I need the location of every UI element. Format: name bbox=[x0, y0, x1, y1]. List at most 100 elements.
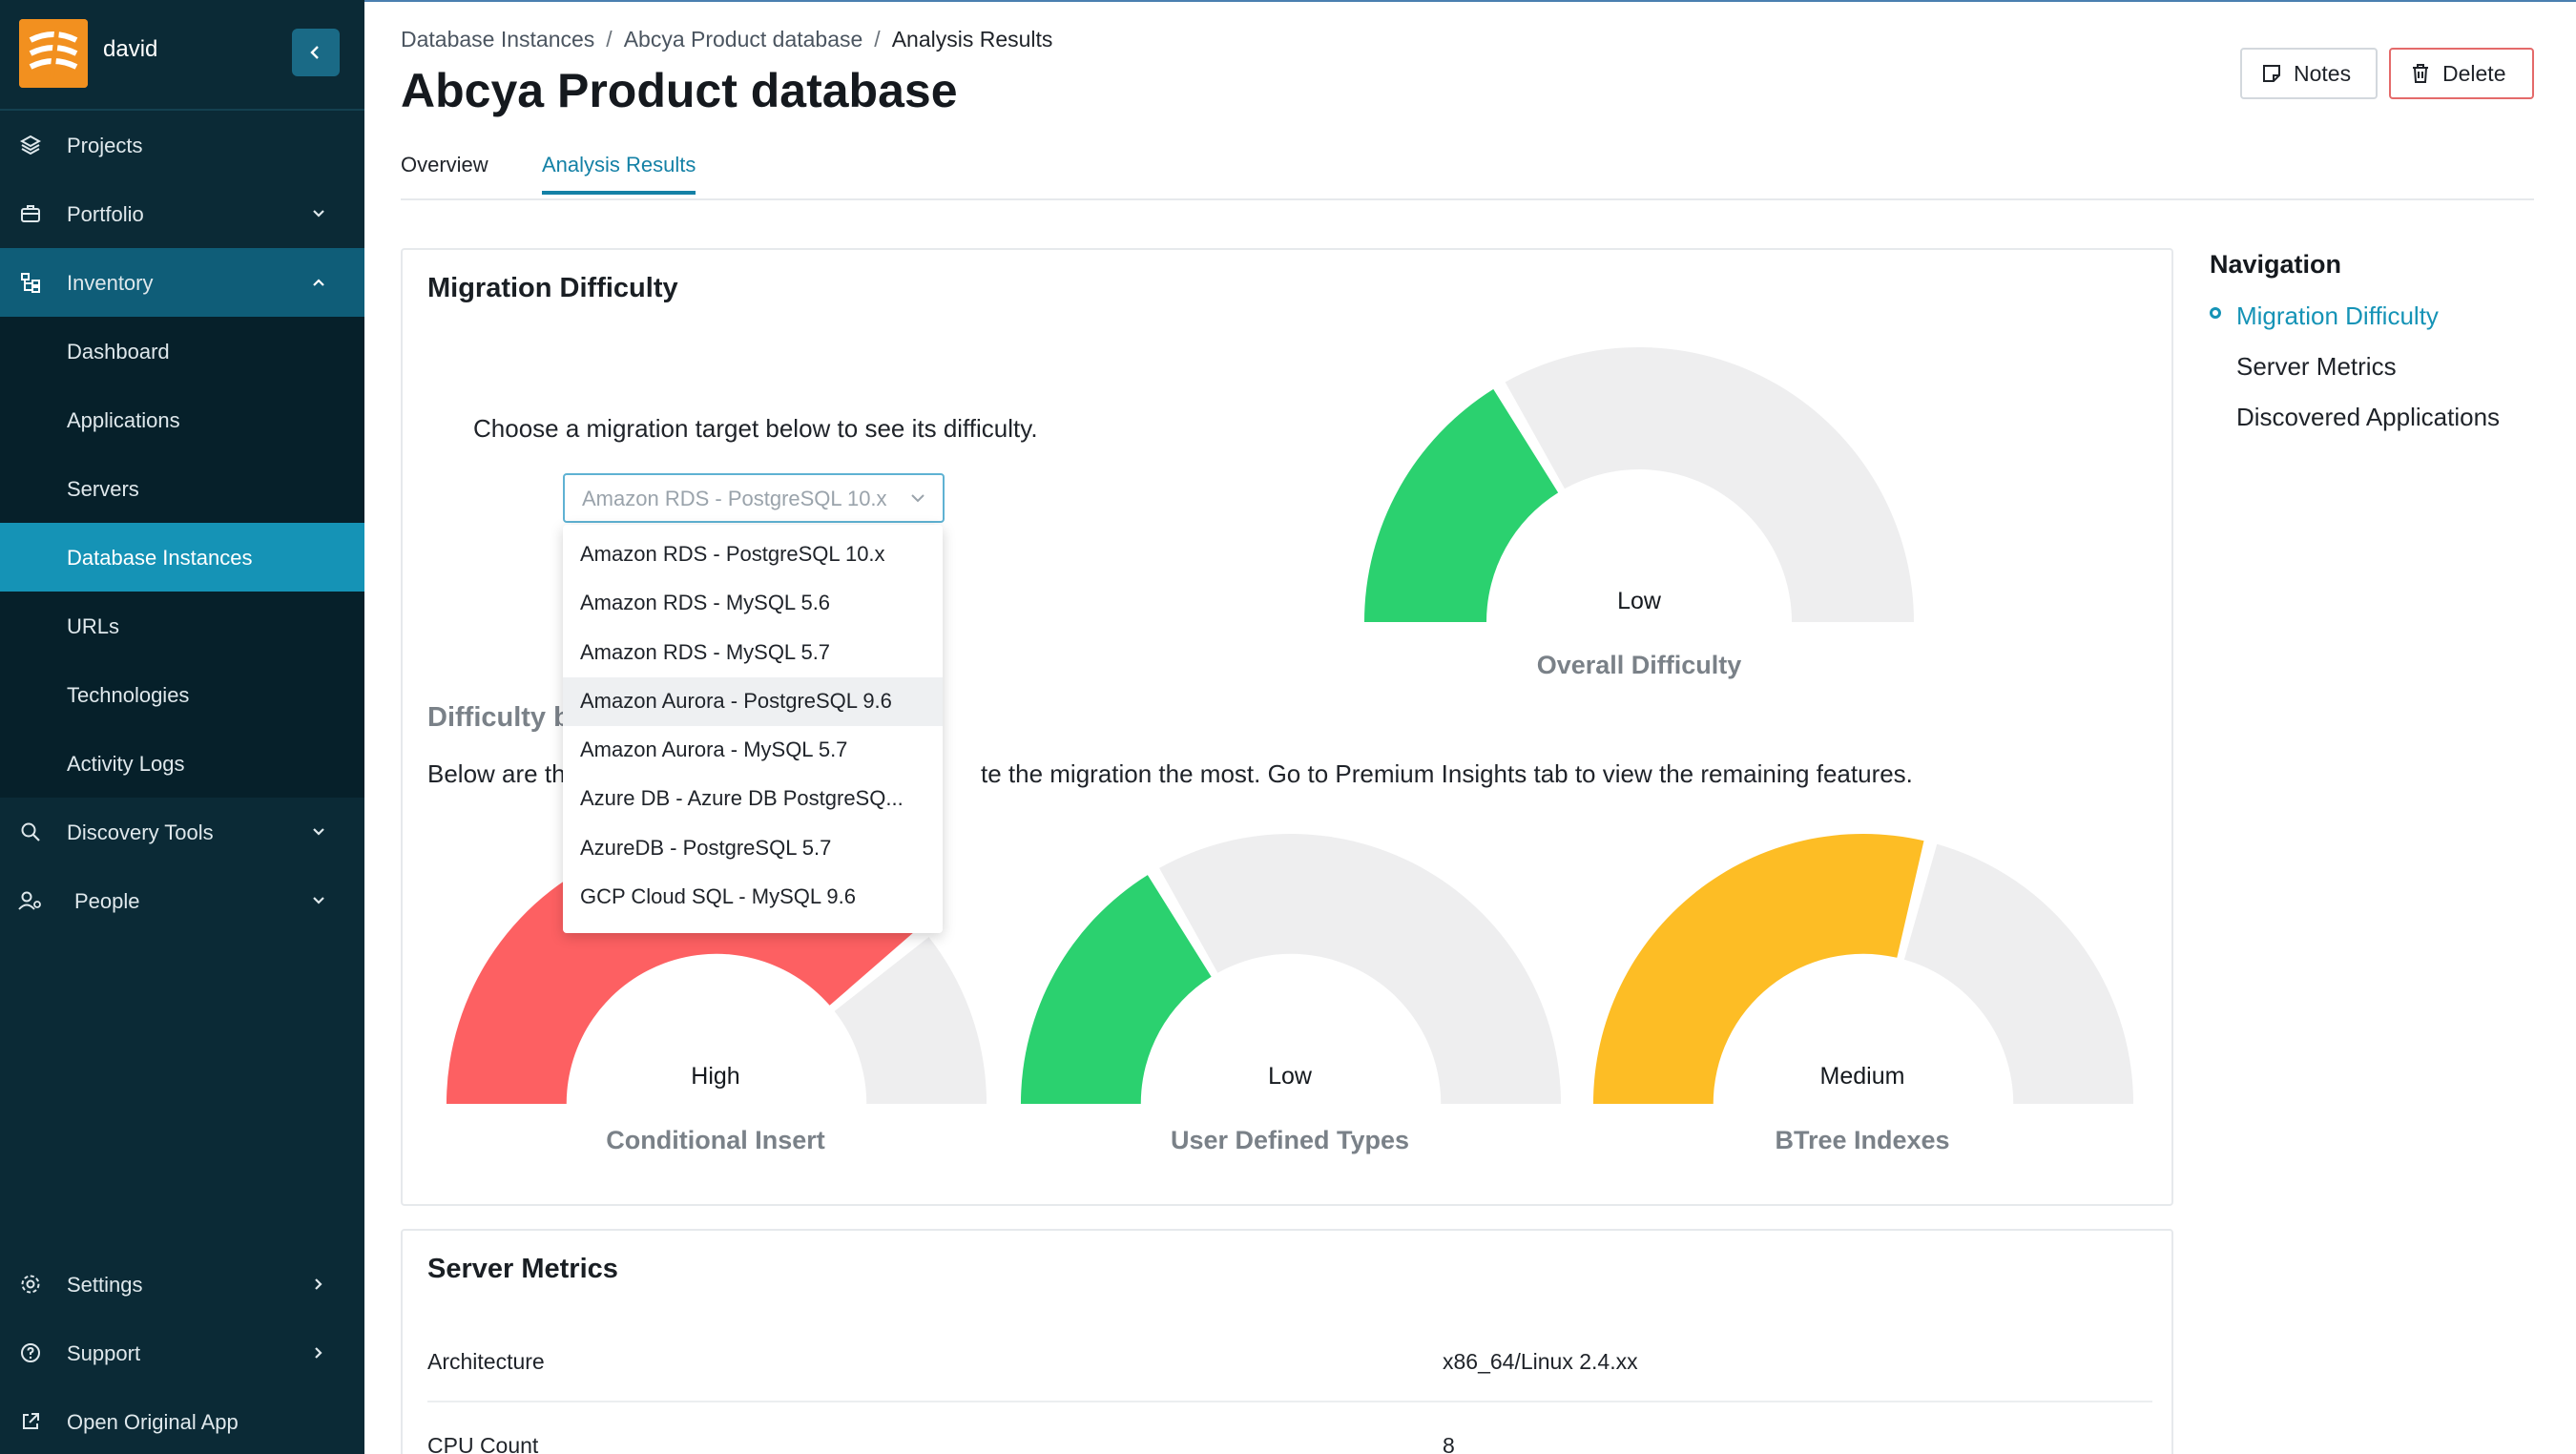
nav-link-discovered-applications[interactable]: Discovered Applications bbox=[2236, 403, 2501, 431]
active-marker-icon bbox=[2210, 307, 2221, 319]
gauge-track bbox=[1159, 834, 1562, 1105]
sidebar-item-servers[interactable]: Servers bbox=[0, 454, 364, 523]
dropdown-option[interactable]: Amazon RDS - MySQL 5.6 bbox=[580, 591, 831, 615]
btree-indexes-gauge bbox=[1591, 834, 2135, 1106]
sidebar-item-activity-logs[interactable]: Activity Logs bbox=[0, 729, 364, 798]
sidebar-item-label: Applications bbox=[67, 408, 180, 432]
gauge-track bbox=[1903, 843, 2134, 1105]
difficulty-by-feature-title: Difficulty by bbox=[427, 702, 586, 733]
sidebar-item-label: Projects bbox=[67, 134, 143, 157]
chevron-down-icon bbox=[305, 819, 332, 845]
gauge-svg bbox=[1364, 347, 1914, 622]
sidebar-item-label: Servers bbox=[67, 477, 139, 501]
sidebar-item-portfolio[interactable]: Portfolio bbox=[0, 179, 364, 248]
gauge-svg bbox=[1020, 834, 1562, 1105]
gauge-track bbox=[834, 937, 987, 1105]
page-navigation-title: Navigation bbox=[2210, 250, 2342, 279]
server-metrics-card: Server Metrics Architecture x86_64/Linux… bbox=[401, 1229, 2173, 1454]
breadcrumb: Database Instances / Abcya Product databas… bbox=[401, 27, 1052, 52]
dropdown-option[interactable]: Amazon RDS - PostgreSQL 10.x bbox=[580, 542, 885, 566]
sidebar-item-label: Open Original App bbox=[67, 1410, 239, 1434]
chevron-left-icon bbox=[310, 46, 319, 59]
nav-link-migration-difficulty[interactable]: Migration Difficulty bbox=[2236, 301, 2439, 330]
note-icon bbox=[2263, 65, 2280, 82]
dropdown-option[interactable]: Amazon Aurora - MySQL 5.7 bbox=[580, 737, 848, 762]
metric-key: CPU Count bbox=[427, 1433, 539, 1454]
sidebar-item-inventory[interactable]: Inventory bbox=[0, 248, 364, 317]
metric-row: Architecture x86_64/Linux 2.4.xx bbox=[427, 1319, 2152, 1402]
sidebar-item-dashboard[interactable]: Dashboard bbox=[0, 317, 364, 385]
select-value: Amazon RDS - PostgreSQL 10.x bbox=[582, 487, 887, 510]
sidebar-item-label: People bbox=[74, 889, 140, 913]
sidebar-item-discovery-tools[interactable]: Discovery Tools bbox=[0, 798, 364, 866]
chevron-down-icon bbox=[305, 200, 332, 227]
sidebar-header: david bbox=[0, 0, 364, 107]
dropdown-option[interactable]: Amazon RDS - MySQL 5.7 bbox=[580, 639, 831, 664]
page-title: Abcya Product database bbox=[401, 64, 958, 117]
gear-icon bbox=[17, 1271, 44, 1298]
sidebar-item-label: Inventory bbox=[67, 271, 154, 295]
gauge-track bbox=[1505, 347, 1914, 622]
delete-button[interactable]: Delete bbox=[2389, 48, 2534, 99]
gauge-fill bbox=[1592, 834, 1924, 1105]
dropdown-option[interactable]: Amazon Aurora - PostgreSQL 9.6 bbox=[563, 676, 943, 727]
gauge-fill bbox=[1020, 875, 1212, 1105]
sidebar-item-label: Support bbox=[67, 1341, 141, 1365]
sidebar-item-database-instances[interactable]: Database Instances bbox=[0, 523, 364, 592]
sidebar-item-people[interactable]: People bbox=[0, 866, 364, 935]
user-defined-types-gauge bbox=[1019, 834, 1563, 1106]
nav-link-server-metrics[interactable]: Server Metrics bbox=[2236, 352, 2397, 381]
metric-key: Architecture bbox=[427, 1349, 545, 1374]
tab-overview[interactable]: Overview bbox=[401, 153, 488, 177]
sidebar-item-label: Technologies bbox=[67, 683, 190, 707]
tab-bar: Overview Analysis Results bbox=[401, 143, 2534, 200]
sidebar-item-open-original-app[interactable]: Open Original App bbox=[0, 1387, 364, 1454]
migration-target-select[interactable]: Amazon RDS - PostgreSQL 10.x bbox=[563, 473, 945, 523]
gauge-svg bbox=[1592, 834, 2134, 1105]
breadcrumb-link[interactable]: Abcya Product database bbox=[623, 27, 863, 52]
tab-analysis-results[interactable]: Analysis Results bbox=[542, 153, 696, 195]
sidebar-item-projects[interactable]: Projects bbox=[0, 111, 364, 179]
search-icon bbox=[17, 819, 44, 845]
metric-value: x86_64/Linux 2.4.xx bbox=[1443, 1349, 1638, 1374]
people-icon bbox=[17, 887, 44, 914]
sidebar-item-technologies[interactable]: Technologies bbox=[0, 660, 364, 729]
sidebar: david Projects Portfolio Inventory Dashb… bbox=[0, 0, 364, 1454]
delete-button-label: Delete bbox=[2442, 60, 2506, 86]
gauge-caption: Conditional Insert bbox=[606, 1126, 825, 1154]
chevron-up-icon bbox=[305, 269, 332, 296]
notes-button[interactable]: Notes bbox=[2240, 48, 2378, 99]
top-border bbox=[364, 0, 2576, 2]
sidebar-item-label: Activity Logs bbox=[67, 752, 185, 776]
collapse-sidebar-button[interactable] bbox=[292, 29, 340, 76]
trash-icon bbox=[2413, 64, 2428, 83]
chevron-down-icon bbox=[911, 494, 924, 503]
gauge-caption: User Defined Types bbox=[1170, 1126, 1410, 1154]
metric-row: CPU Count 8 bbox=[427, 1402, 2152, 1454]
dropdown-option[interactable]: AzureDB - PostgreSQL 5.7 bbox=[580, 835, 832, 860]
gauge-level: Low bbox=[1268, 1063, 1312, 1090]
layers-icon bbox=[17, 132, 44, 158]
sidebar-item-applications[interactable]: Applications bbox=[0, 385, 364, 454]
sidebar-item-label: Dashboard bbox=[67, 340, 170, 364]
briefcase-icon bbox=[17, 200, 44, 227]
app-logo[interactable] bbox=[19, 19, 88, 88]
dropdown-option[interactable]: GCP Cloud SQL - MySQL 9.6 bbox=[580, 884, 856, 909]
breadcrumb-link[interactable]: Database Instances bbox=[401, 27, 595, 52]
sidebar-username[interactable]: david bbox=[103, 36, 158, 62]
gauge-level: Medium bbox=[1819, 1063, 1905, 1090]
features-description-start: Below are the bbox=[427, 759, 579, 788]
chevron-down-icon bbox=[305, 887, 332, 914]
sidebar-item-urls[interactable]: URLs bbox=[0, 592, 364, 660]
sidebar-divider bbox=[0, 109, 364, 111]
gauge-caption: BTree Indexes bbox=[1775, 1126, 1950, 1154]
sidebar-item-settings[interactable]: Settings bbox=[0, 1250, 364, 1319]
breadcrumb-separator: / bbox=[606, 27, 613, 52]
hierarchy-icon bbox=[17, 269, 44, 296]
external-link-icon bbox=[17, 1408, 44, 1435]
dropdown-option[interactable]: Azure DB - Azure DB PostgreSQ... bbox=[580, 786, 904, 811]
sidebar-item-support[interactable]: Support bbox=[0, 1319, 364, 1387]
sidebar-item-label: Settings bbox=[67, 1273, 143, 1297]
main-content: Database Instances / Abcya Product databas… bbox=[364, 0, 2576, 1454]
chevron-right-icon bbox=[305, 1271, 332, 1298]
